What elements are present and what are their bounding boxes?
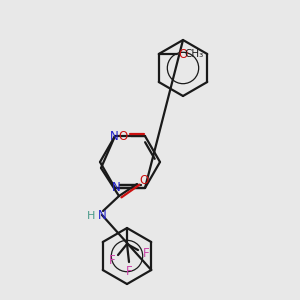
Text: N: N xyxy=(98,208,106,221)
Text: O: O xyxy=(178,47,188,61)
Text: CH₃: CH₃ xyxy=(184,49,203,59)
Text: F: F xyxy=(143,247,149,260)
Text: F: F xyxy=(109,254,115,266)
Text: F: F xyxy=(126,265,132,278)
Text: N: N xyxy=(110,130,118,142)
Text: H: H xyxy=(87,211,95,221)
Text: N: N xyxy=(112,182,120,194)
Text: O: O xyxy=(118,130,127,142)
Text: O: O xyxy=(140,173,148,187)
